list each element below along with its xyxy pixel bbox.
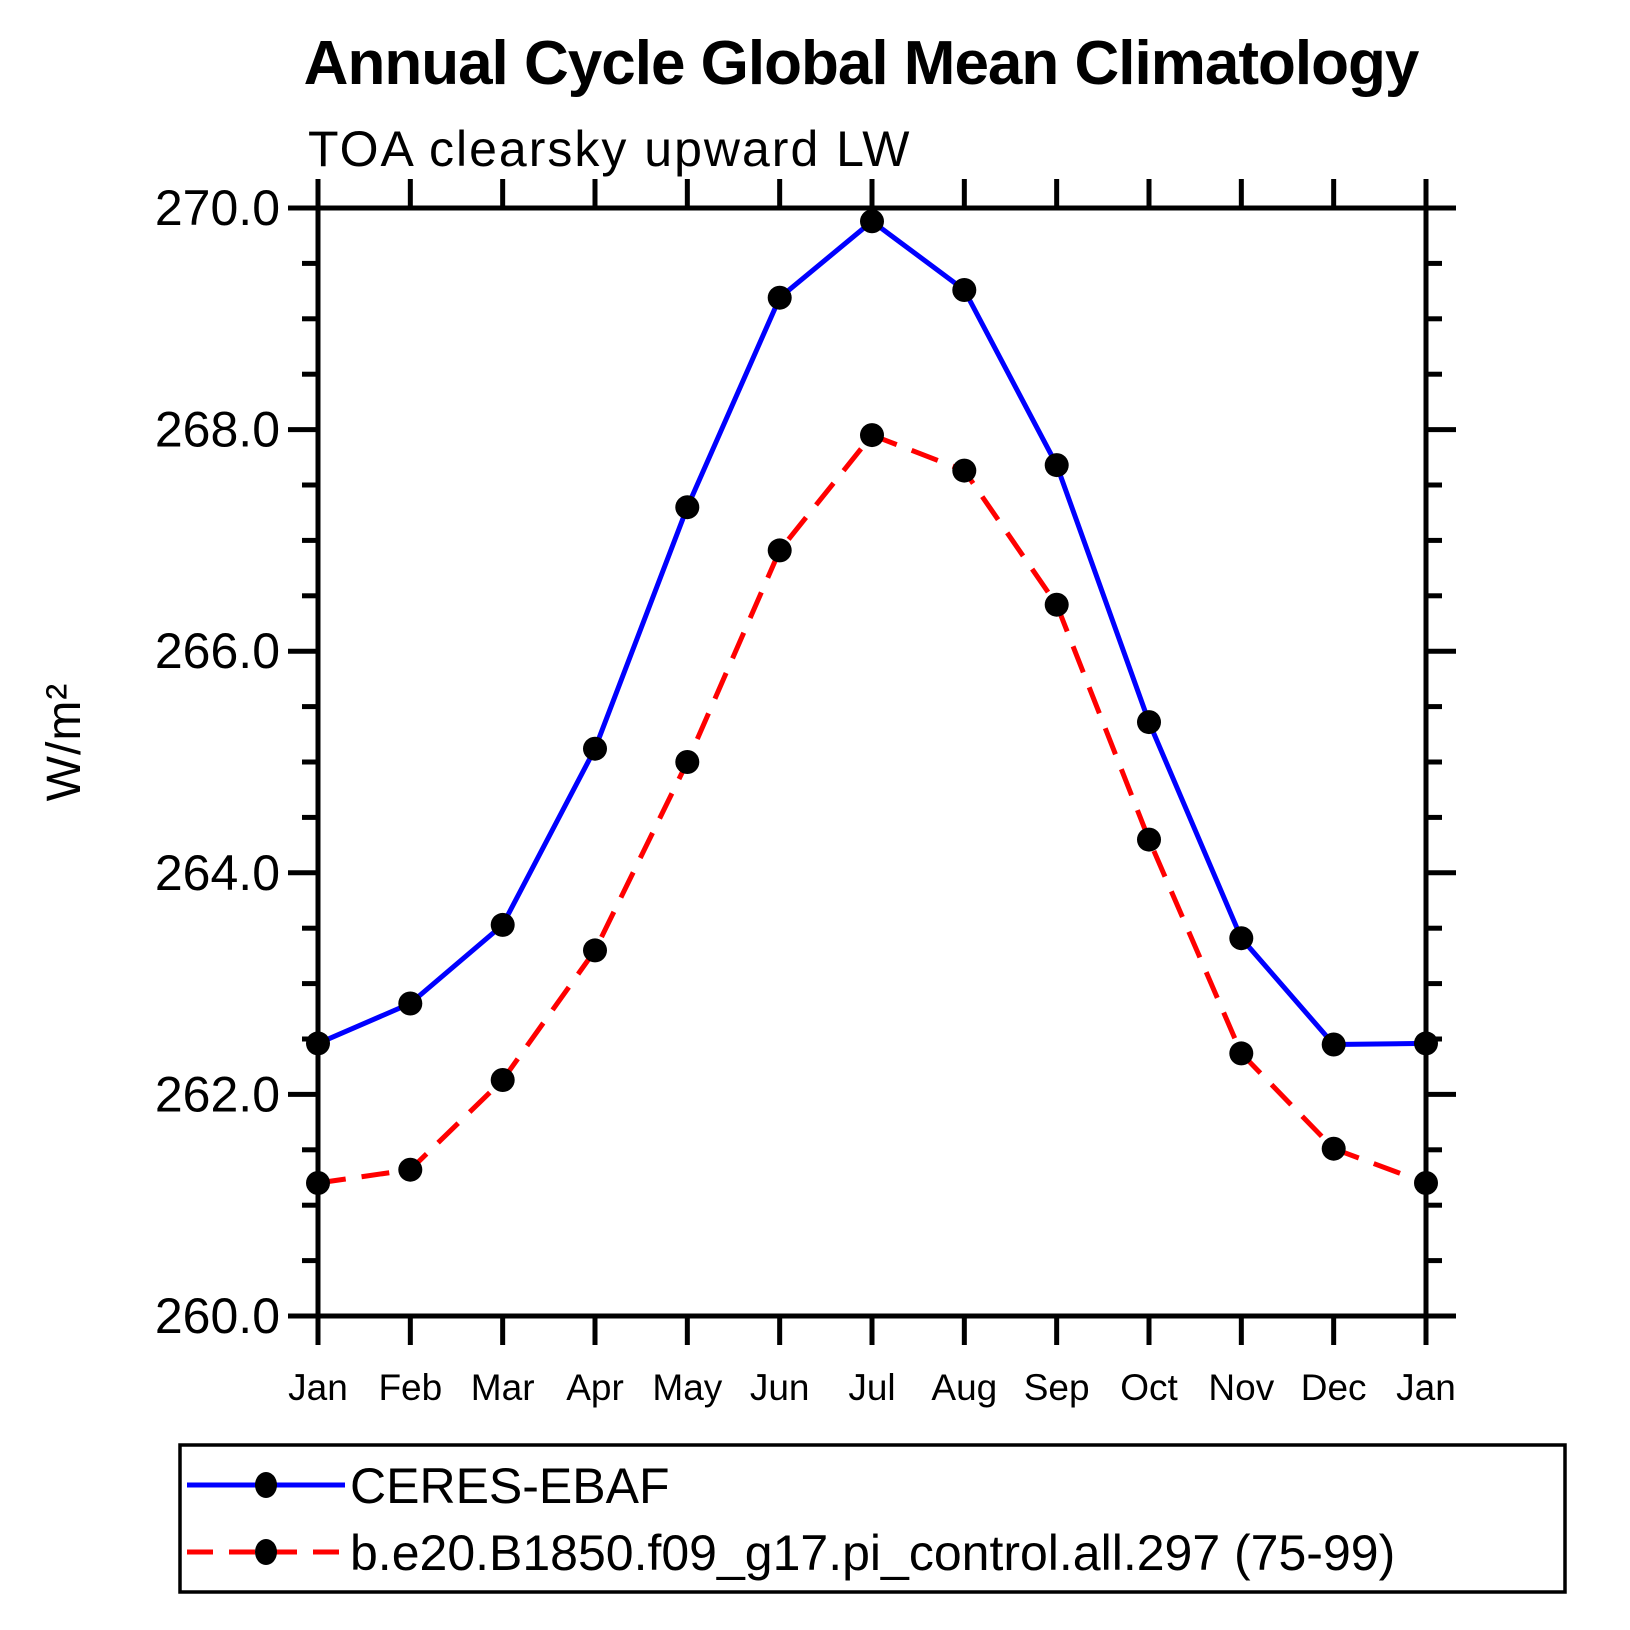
legend-marker-ceres	[255, 1472, 277, 1498]
y-axis-tick-labels: 260.0 262.0 264.0 266.0 268.0 270.0	[155, 180, 280, 1344]
data-point	[1321, 1136, 1346, 1161]
y-tick-label: 264.0	[155, 845, 280, 901]
x-axis-ticks	[315, 179, 1429, 1345]
y-tick-label: 268.0	[155, 402, 280, 458]
data-point	[1044, 592, 1069, 617]
data-point	[860, 209, 884, 234]
x-tick-label: Jun	[750, 1367, 810, 1408]
x-tick-label: Apr	[566, 1367, 624, 1408]
data-point	[1229, 1041, 1254, 1066]
data-series	[306, 209, 1438, 1195]
legend: CERES-EBAF b.e20.B1850.f09_g17.pi_contro…	[178, 1443, 1567, 1594]
x-tick-label: Mar	[471, 1367, 535, 1408]
legend-box	[178, 1443, 1567, 1594]
x-tick-label: Dec	[1301, 1367, 1367, 1408]
data-point	[1321, 1032, 1346, 1057]
x-tick-label: Sep	[1024, 1367, 1090, 1408]
legend-marker-model	[255, 1539, 277, 1565]
plot-border	[315, 205, 1429, 1319]
x-tick-label: Nov	[1208, 1367, 1274, 1408]
x-tick-label: Jan	[288, 1367, 348, 1408]
chart-title: Annual Cycle Global Mean Climatology	[304, 29, 1420, 98]
data-point	[398, 991, 423, 1016]
data-point	[767, 538, 792, 563]
y-axis-ticks	[288, 205, 1456, 1319]
data-point	[1229, 926, 1254, 951]
x-tick-label: Feb	[378, 1367, 442, 1408]
y-tick-label: 260.0	[155, 1288, 280, 1344]
data-point	[1137, 710, 1161, 735]
legend-label-ceres: CERES-EBAF	[350, 1458, 670, 1514]
y-tick-label: 270.0	[155, 180, 280, 236]
x-tick-label: Jan	[1396, 1367, 1456, 1408]
x-tick-label: Aug	[931, 1367, 997, 1408]
y-axis-label: W/m²	[38, 683, 91, 802]
data-point	[1044, 453, 1069, 478]
data-point	[1137, 827, 1161, 852]
data-point	[583, 736, 607, 761]
x-tick-label: Jul	[848, 1367, 895, 1408]
data-point	[767, 285, 792, 310]
legend-label-model: b.e20.B1850.f09_g17.pi_control.all.297 (…	[350, 1525, 1395, 1581]
chart-subtitle: TOA clearsky upward LW	[308, 121, 911, 177]
data-point	[675, 750, 700, 774]
y-tick-label: 262.0	[155, 1066, 280, 1122]
x-tick-label: Oct	[1120, 1367, 1178, 1408]
x-axis-tick-labels: Jan Feb Mar Apr May Jun Jul Aug Sep Oct Nov Dec Jan	[288, 1367, 1456, 1408]
data-point	[490, 1068, 515, 1092]
data-point	[952, 458, 977, 483]
series-line-dashed	[317, 432, 1427, 1186]
series-line-solid	[317, 218, 1427, 1047]
data-point	[398, 1157, 423, 1182]
y-tick-label: 266.0	[155, 623, 280, 679]
data-point	[860, 423, 884, 448]
data-point	[490, 912, 515, 937]
data-point	[583, 938, 607, 963]
data-point	[675, 495, 700, 520]
data-point	[952, 278, 977, 302]
x-tick-label: May	[652, 1367, 722, 1408]
